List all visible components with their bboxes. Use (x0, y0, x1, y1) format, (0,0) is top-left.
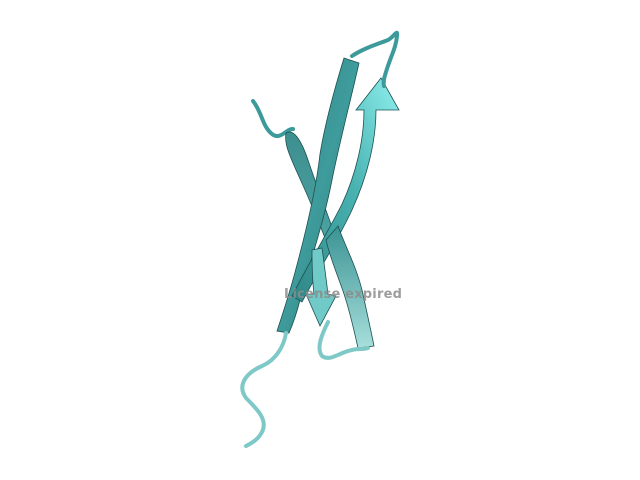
coil-c-terminus (240, 331, 288, 448)
beta-strand-arrow-down (305, 247, 337, 327)
license-expired-watermark: License expired (284, 287, 403, 302)
beta-strand-long (276, 57, 360, 334)
coil-n-terminus (251, 99, 295, 139)
coil-top-loop (350, 30, 400, 88)
beta-strand-arrow-up (291, 77, 400, 303)
coil-bottom-loop-right (317, 320, 370, 360)
